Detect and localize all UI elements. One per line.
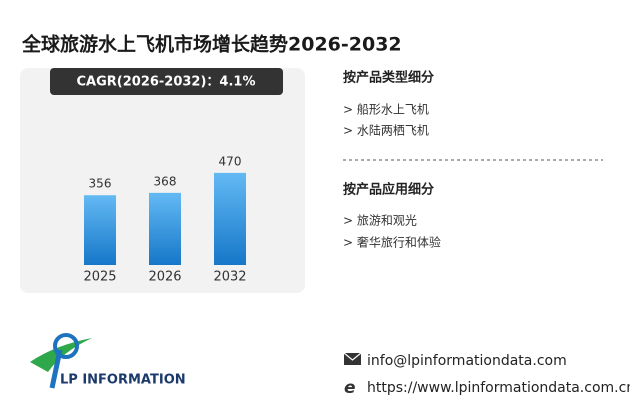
bar bbox=[214, 172, 246, 265]
chart-title: 全球旅游水上飞机市场增长趋势2026-2032 bbox=[21, 33, 402, 56]
segment-item: > 旅游和观光 bbox=[343, 214, 417, 228]
logo-text: LP INFORMATION bbox=[60, 373, 186, 388]
cagr-text: CAGR(2026-2032)：4.1% bbox=[77, 75, 256, 90]
cagr-badge bbox=[50, 68, 283, 95]
x-tick-label: 2026 bbox=[148, 270, 181, 285]
segment-item: > 船形水上飞机 bbox=[343, 103, 429, 117]
segment-heading: 按产品应用细分 bbox=[343, 182, 434, 198]
bar-group: 356 2025 368 2026 470 2032 bbox=[83, 154, 246, 284]
bar bbox=[84, 195, 116, 265]
website: https://www.lpinformationdata.com.cn bbox=[367, 380, 630, 396]
x-tick-label: 2025 bbox=[83, 270, 116, 285]
x-tick-label: 2032 bbox=[213, 270, 246, 285]
email: info@lpinformationdata.com bbox=[367, 353, 567, 369]
segment-item: > 奢华旅行和体验 bbox=[343, 235, 441, 250]
bar bbox=[149, 192, 181, 265]
data-label: 368 bbox=[154, 174, 177, 188]
segment-item: > 水陆两栖飞机 bbox=[343, 123, 429, 138]
logo: LP INFORMATION bbox=[30, 333, 186, 389]
data-label: 470 bbox=[219, 154, 242, 168]
web-icon: e bbox=[344, 378, 356, 398]
data-label: 356 bbox=[89, 177, 112, 191]
segment-heading: 按产品类型细分 bbox=[343, 70, 434, 86]
